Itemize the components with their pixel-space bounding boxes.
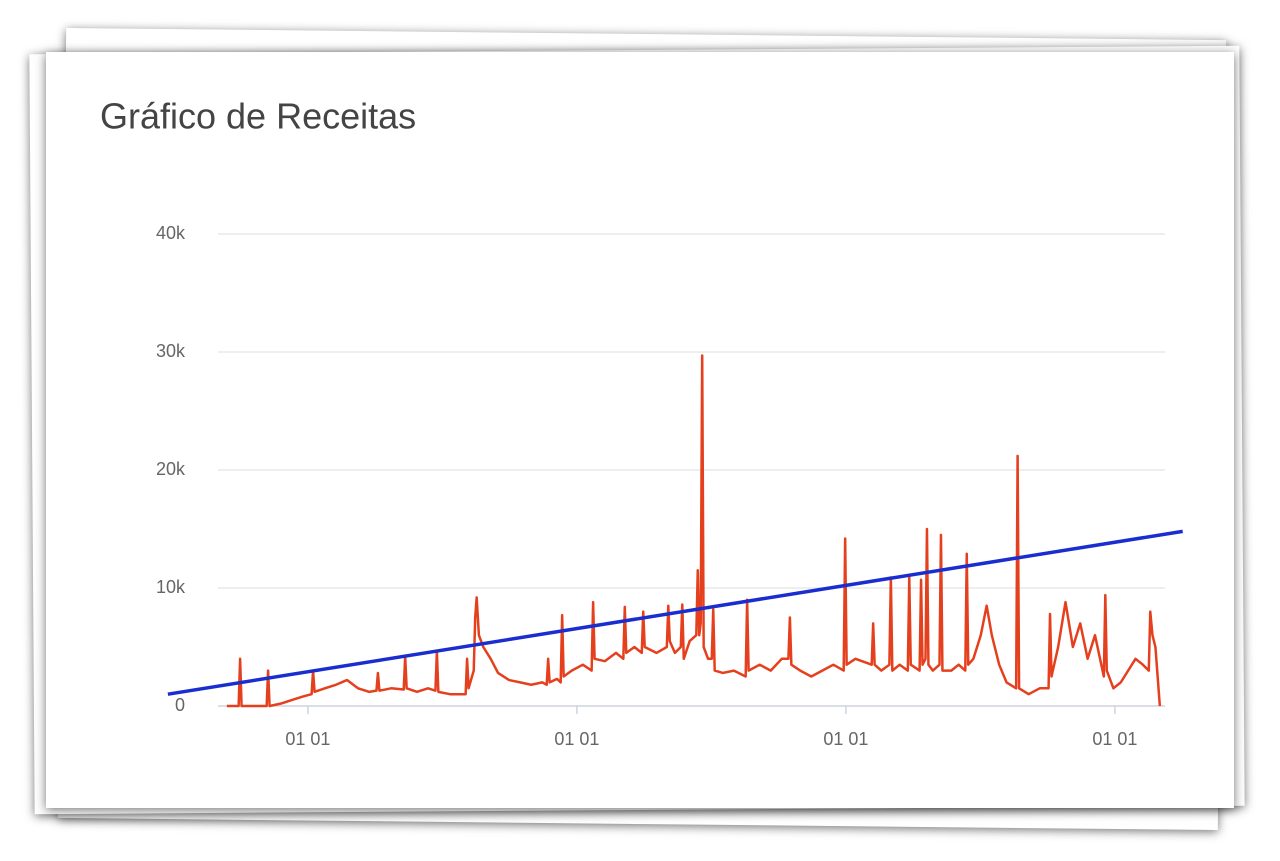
y-tick-label: 20k [156, 459, 186, 479]
x-tick-label: 01 01 [1092, 729, 1137, 749]
line-series [226, 354, 1162, 708]
line-series [167, 529, 1183, 696]
y-tick-label: 0 [175, 695, 185, 715]
chart-title: Gráfico de Receitas [100, 96, 416, 137]
y-tick-label: 30k [156, 341, 186, 361]
y-tick-label: 10k [156, 577, 186, 597]
x-tick-label: 01 01 [823, 729, 868, 749]
y-tick-label: 40k [156, 223, 186, 243]
x-tick-label: 01 01 [285, 729, 330, 749]
x-tick-label: 01 01 [554, 729, 599, 749]
